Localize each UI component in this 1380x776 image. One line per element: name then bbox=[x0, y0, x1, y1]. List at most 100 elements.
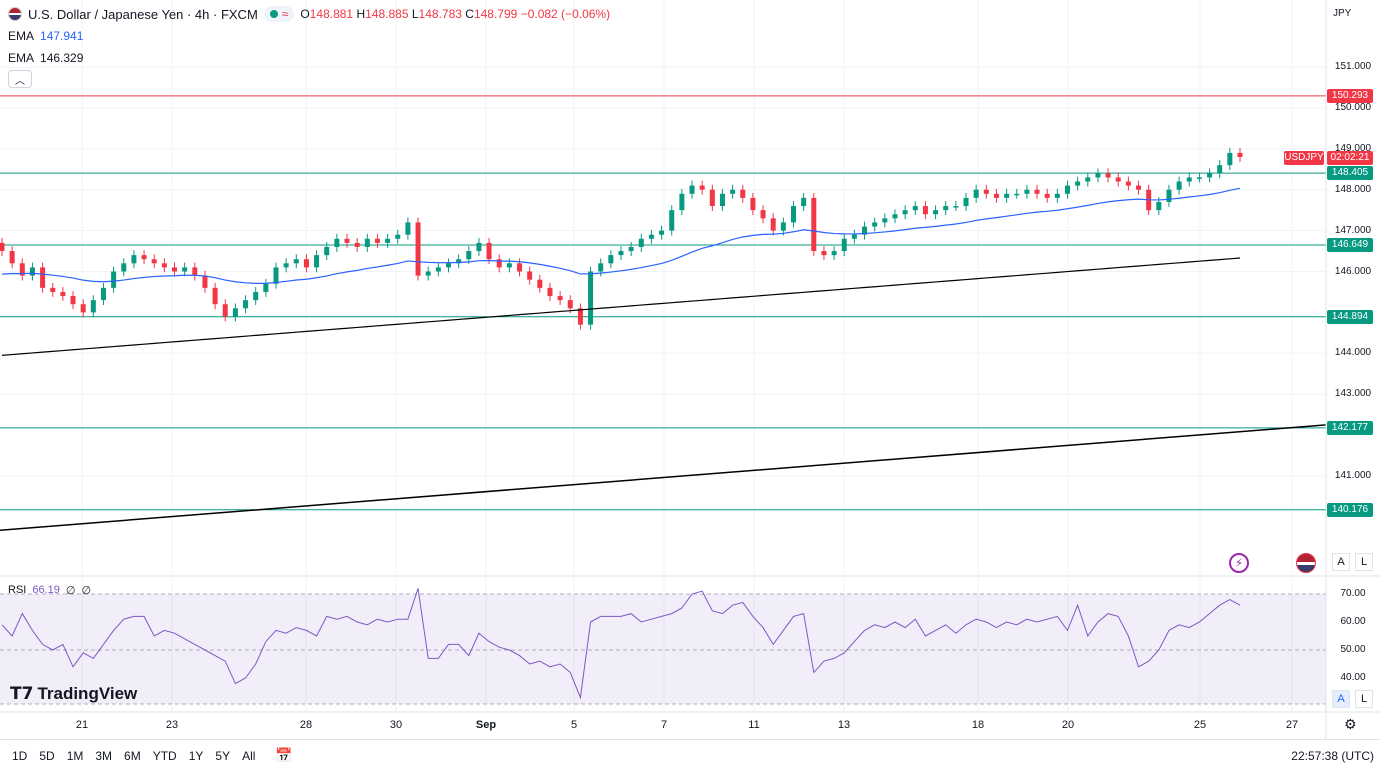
market-status[interactable]: ≈ bbox=[263, 6, 295, 22]
range-1y[interactable]: 1Y bbox=[188, 748, 204, 763]
candle-body bbox=[131, 255, 137, 264]
candle-body bbox=[993, 193, 999, 198]
symbol-title[interactable]: U.S. Dollar / Japanese Yen · 4h · FXCM bbox=[28, 6, 258, 22]
ema-fast-legend[interactable]: EMA 147.941 bbox=[8, 29, 84, 43]
candle-body bbox=[324, 246, 330, 256]
rsi-line bbox=[1, 588, 1241, 700]
candle-body bbox=[1014, 193, 1020, 196]
ohlc-values: O148.881 H148.885 L148.783 C148.799 −0.0… bbox=[300, 7, 611, 21]
candle-body bbox=[740, 189, 746, 198]
candle-body bbox=[689, 185, 695, 194]
auto-scale-button[interactable]: A bbox=[1332, 553, 1350, 571]
settings-gear-icon[interactable]: ⚙ bbox=[1344, 716, 1357, 732]
candle-body bbox=[496, 259, 502, 268]
candle-body bbox=[100, 287, 106, 301]
symbol-legend: U.S. Dollar / Japanese Yen · 4h · FXCM ≈… bbox=[8, 6, 610, 22]
tradingview-logo[interactable]: 𝗧𝟳 TradingView bbox=[10, 684, 138, 703]
candle-body bbox=[851, 234, 857, 239]
candle-body bbox=[872, 222, 878, 227]
candle-body bbox=[60, 291, 66, 297]
chevron-up-icon: ︿ bbox=[15, 75, 25, 87]
time-axis-label: 28 bbox=[299, 719, 313, 731]
candle-body bbox=[385, 238, 391, 243]
level-price-tag: 146.649 bbox=[1327, 237, 1373, 252]
candle-body bbox=[19, 263, 25, 276]
price-scale-label: 146.000 bbox=[1334, 265, 1372, 277]
candle-body bbox=[354, 242, 360, 247]
rsi-legend[interactable]: RSI 66.19 ∅ ∅ bbox=[8, 584, 92, 597]
candle-body bbox=[983, 189, 989, 194]
candle-body bbox=[1105, 173, 1111, 178]
us-flag-event-icon[interactable] bbox=[1296, 553, 1316, 573]
candle-body bbox=[50, 287, 56, 292]
candle-body bbox=[1054, 193, 1060, 198]
range-5d[interactable]: 5D bbox=[39, 748, 55, 763]
candle-body bbox=[760, 210, 766, 219]
candle-body bbox=[314, 255, 320, 268]
legend-collapse-button[interactable]: ︿ bbox=[8, 70, 32, 88]
candle-body bbox=[303, 259, 309, 268]
candle-body bbox=[1156, 201, 1162, 211]
candle-body bbox=[29, 267, 35, 276]
candle-body bbox=[567, 300, 573, 309]
candle-body bbox=[364, 238, 370, 247]
rsi-band bbox=[0, 594, 1326, 704]
candle-body bbox=[577, 308, 583, 325]
candle-body bbox=[293, 259, 299, 264]
candle-body bbox=[192, 267, 198, 276]
rsi-scale-label: 40.00 bbox=[1340, 672, 1366, 683]
long-trendline bbox=[0, 424, 1327, 532]
rsi-auto-scale-button[interactable]: A bbox=[1332, 690, 1350, 708]
range-6m[interactable]: 6M bbox=[124, 748, 141, 763]
log-scale-button[interactable]: L bbox=[1355, 553, 1373, 571]
candle-body bbox=[476, 242, 482, 252]
candle-body bbox=[801, 197, 807, 207]
candle-body bbox=[1034, 189, 1040, 194]
time-axis-label: 25 bbox=[1193, 719, 1207, 731]
time-axis-label: 20 bbox=[1061, 719, 1075, 731]
candle-body bbox=[659, 230, 665, 235]
candle-body bbox=[679, 193, 685, 211]
candle-body bbox=[588, 271, 594, 325]
candle-body bbox=[618, 251, 624, 256]
candle-body bbox=[111, 271, 117, 288]
candle-body bbox=[841, 238, 847, 252]
candle-body bbox=[1024, 189, 1030, 194]
lightning-icon[interactable]: ⚡ bbox=[1229, 553, 1249, 573]
candle-body bbox=[598, 263, 604, 272]
range-3m[interactable]: 3M bbox=[95, 748, 113, 763]
utc-clock[interactable]: 22:57:38 (UTC) bbox=[1291, 749, 1374, 763]
candle-body bbox=[933, 210, 939, 215]
ema-slow-legend[interactable]: EMA 146.329 bbox=[8, 51, 84, 65]
symbol-tag-countdown: 02:02:21 bbox=[1327, 151, 1373, 165]
rsi-log-scale-button[interactable]: L bbox=[1355, 690, 1373, 708]
range-5y[interactable]: 5Y bbox=[215, 748, 231, 763]
range-ytd[interactable]: YTD bbox=[152, 748, 177, 763]
candle-body bbox=[699, 185, 705, 190]
range-all[interactable]: All bbox=[242, 748, 256, 763]
candle-body bbox=[141, 255, 147, 260]
time-axis-label: 5 bbox=[570, 719, 578, 731]
range-1m[interactable]: 1M bbox=[66, 748, 84, 763]
candle-body bbox=[1237, 152, 1243, 157]
candle-body bbox=[90, 300, 96, 313]
candle-body bbox=[862, 226, 868, 235]
candle-body bbox=[1044, 193, 1050, 198]
currency-label[interactable]: JPY bbox=[1333, 8, 1352, 19]
candle-body bbox=[182, 267, 188, 272]
candle-body bbox=[882, 218, 888, 223]
calendar-range-icon[interactable]: 📅 bbox=[275, 747, 293, 763]
candle-body bbox=[547, 287, 553, 297]
candle-body bbox=[709, 189, 715, 207]
time-axis-label: 21 bbox=[75, 719, 89, 731]
candle-body bbox=[770, 218, 776, 231]
price-scale-label: 147.000 bbox=[1334, 224, 1372, 236]
time-axis-label: 23 bbox=[165, 719, 179, 731]
candle-body bbox=[922, 206, 928, 215]
candle-body bbox=[263, 283, 269, 292]
level-price-tag: 150.293 bbox=[1327, 88, 1373, 103]
candle-body bbox=[466, 251, 472, 260]
candle-body bbox=[953, 206, 959, 208]
range-1d[interactable]: 1D bbox=[12, 748, 28, 763]
